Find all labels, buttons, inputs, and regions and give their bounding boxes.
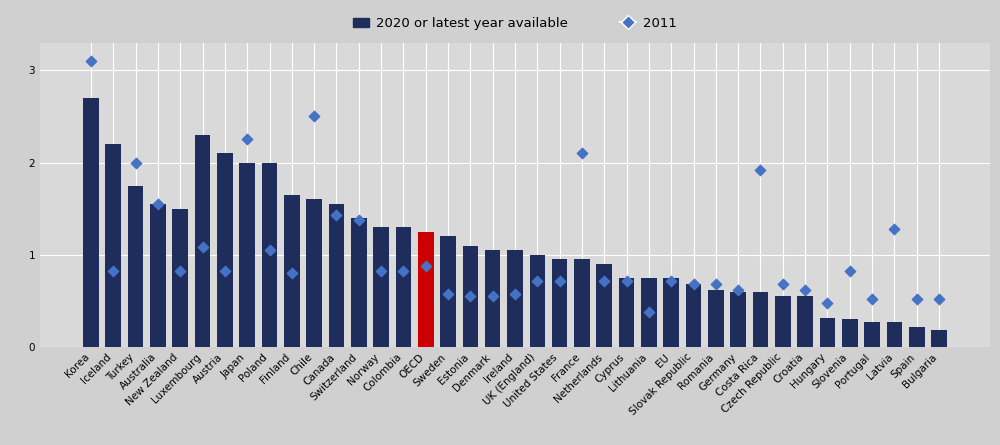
Bar (440, 236, 456, 347)
Point (83, 57, 99, 65)
Bar (931, 331, 947, 347)
Point (641, 308, 657, 316)
Point (752, 166, 768, 174)
Point (909, 295, 925, 303)
Bar (150, 204, 166, 347)
Bar (842, 320, 858, 347)
Point (440, 290, 456, 297)
Bar (128, 186, 143, 347)
Point (306, 113, 322, 120)
Bar (753, 292, 768, 347)
Point (262, 247, 278, 254)
Point (574, 150, 590, 157)
Point (842, 268, 858, 275)
Bar (507, 250, 523, 347)
Point (596, 277, 612, 284)
Bar (463, 246, 478, 347)
Bar (663, 278, 679, 347)
Point (819, 299, 835, 306)
Bar (306, 199, 322, 347)
Bar (105, 144, 121, 347)
Bar (730, 292, 746, 347)
Bar (909, 327, 925, 347)
Point (328, 211, 344, 218)
Bar (396, 227, 411, 347)
Point (395, 268, 411, 275)
Point (931, 295, 947, 303)
Bar (530, 255, 545, 347)
Bar (239, 162, 255, 347)
Point (195, 244, 211, 251)
Bar (708, 290, 724, 347)
Bar (686, 284, 701, 347)
Bar (373, 227, 389, 347)
Bar (596, 264, 612, 347)
Point (797, 286, 813, 293)
Point (172, 268, 188, 275)
Point (217, 268, 233, 275)
Point (150, 201, 166, 208)
Bar (83, 98, 99, 347)
Bar (574, 259, 590, 347)
Point (886, 226, 902, 233)
Point (552, 277, 568, 284)
Bar (284, 195, 300, 347)
Bar (775, 296, 791, 347)
Bar (418, 232, 434, 347)
Point (105, 268, 121, 275)
Point (462, 293, 478, 300)
Bar (820, 318, 835, 347)
Bar (195, 135, 210, 347)
Point (619, 277, 635, 284)
Point (864, 295, 880, 303)
Bar (172, 209, 188, 347)
Point (351, 216, 367, 223)
Point (128, 159, 144, 166)
Point (373, 268, 389, 275)
Bar (552, 259, 567, 347)
Point (507, 290, 523, 297)
Point (730, 286, 746, 293)
Point (775, 281, 791, 288)
Bar (217, 153, 233, 347)
Point (284, 270, 300, 277)
Point (686, 281, 702, 288)
Legend: 2020 or latest year available, 2011: 2020 or latest year available, 2011 (348, 12, 682, 35)
Point (663, 277, 679, 284)
Bar (619, 278, 634, 347)
Point (708, 281, 724, 288)
Bar (485, 250, 500, 347)
Bar (641, 278, 657, 347)
Point (485, 293, 501, 300)
Bar (351, 218, 367, 347)
Bar (262, 162, 277, 347)
Bar (329, 204, 344, 347)
Bar (864, 322, 880, 347)
Bar (887, 322, 902, 347)
Point (529, 277, 545, 284)
Bar (797, 296, 813, 347)
Point (418, 262, 434, 269)
Point (239, 136, 255, 143)
